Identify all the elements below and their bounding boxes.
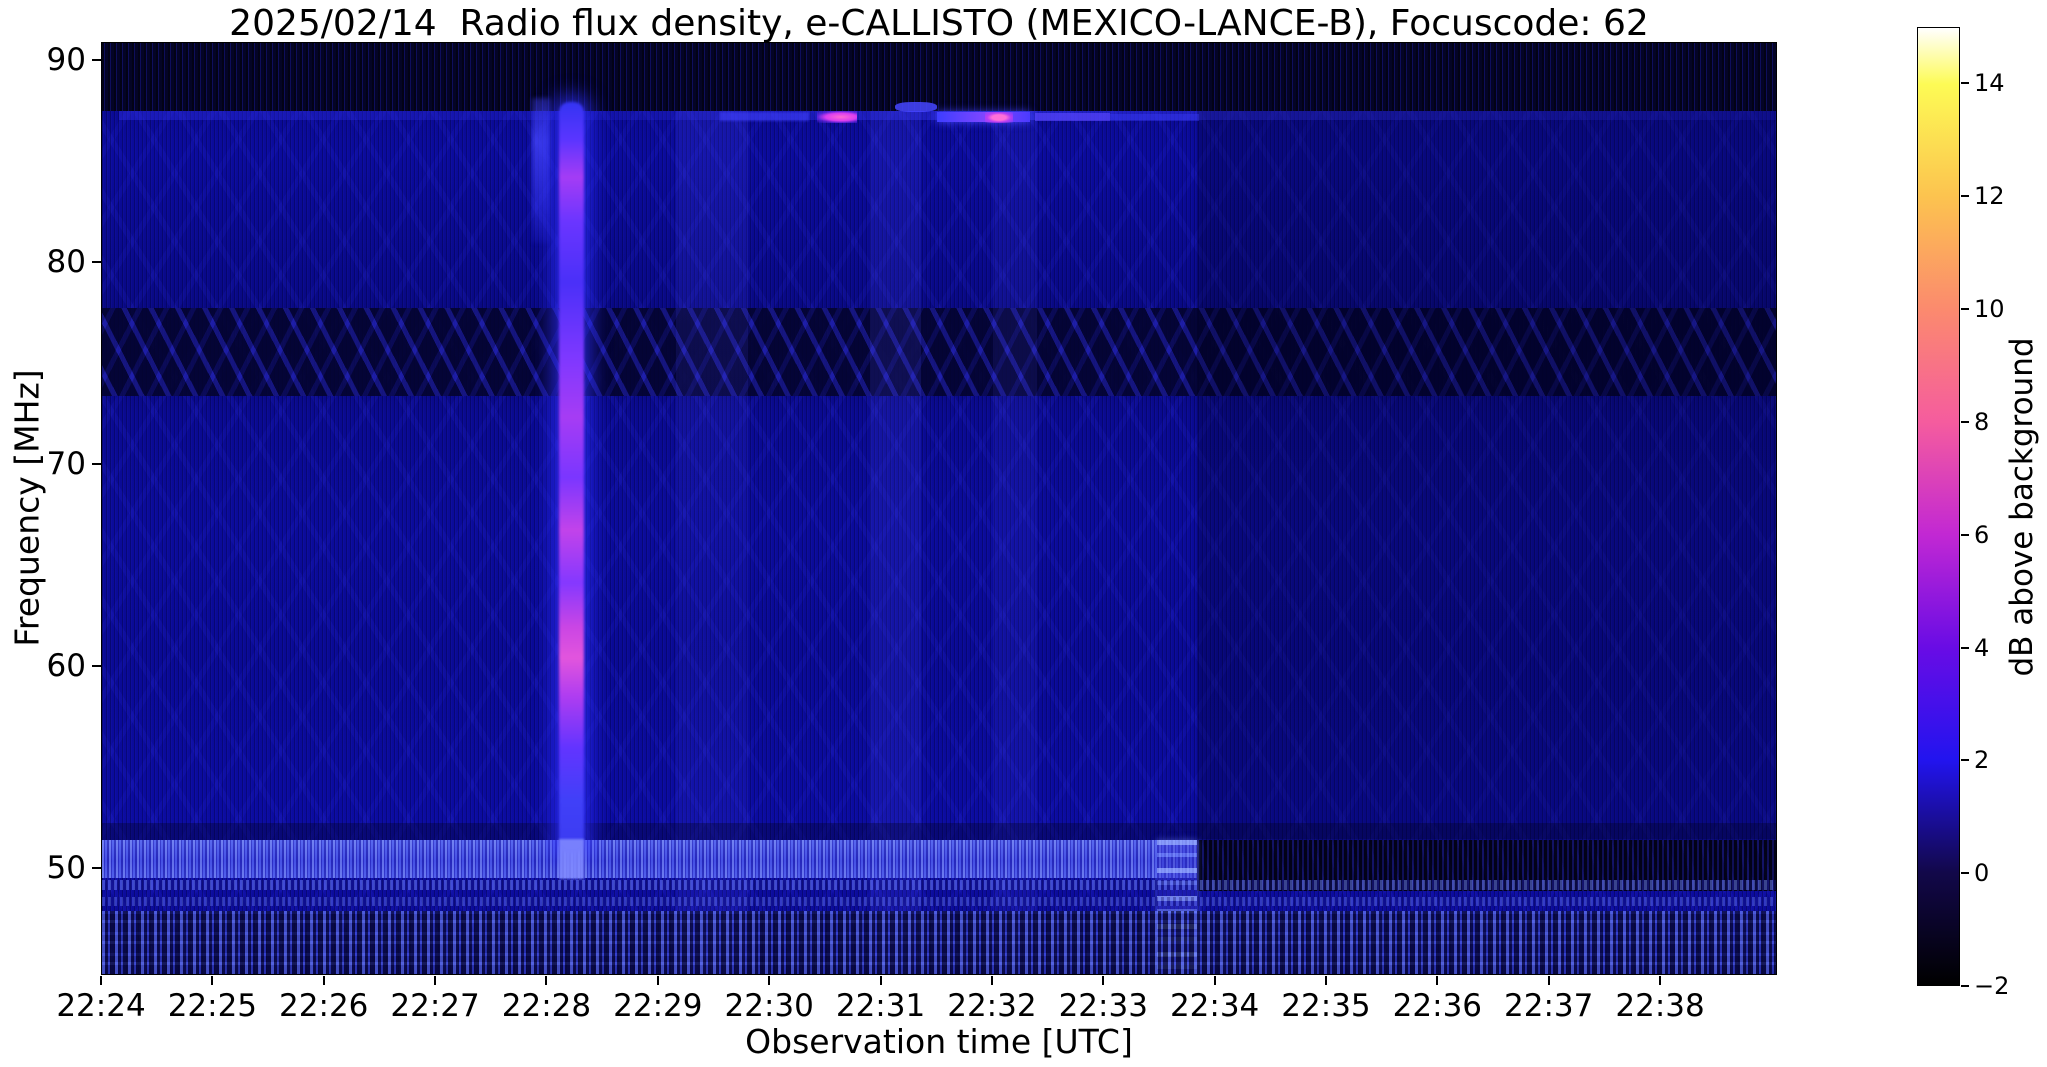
colorbar-tick-mark: [1961, 872, 1969, 875]
y-tick-mark: [92, 463, 101, 466]
x-tick-mark: [1324, 976, 1327, 985]
colorbar: [1917, 27, 1960, 986]
colorbar-tick-label: 4: [1974, 633, 1990, 662]
colorbar-tick-label: 14: [1974, 69, 2005, 98]
region-right-dim: [1196, 110, 1776, 839]
colorbar-tick-mark: [1961, 420, 1969, 423]
x-tick-label: 22:27: [390, 988, 480, 1024]
page-title: 2025/02/14 Radio flux density, e-CALLIST…: [229, 3, 1649, 44]
spectrogram-plot: [101, 42, 1777, 975]
colorbar-tick-label: 8: [1974, 407, 1990, 436]
x-tick-mark: [322, 976, 325, 985]
colorbar-tick-label: 0: [1974, 859, 1990, 888]
row-stripe-1: [102, 880, 1776, 891]
x-tick-mark: [1436, 976, 1439, 985]
burst-precursor: [531, 97, 550, 243]
blob-pink-1: [816, 110, 858, 123]
y-tick-mark: [92, 866, 101, 869]
x-tick-mark: [1547, 976, 1550, 985]
x-tick-label: 22:35: [1281, 988, 1371, 1024]
colorbar-tick-mark: [1961, 82, 1969, 85]
y-tick-label: 60: [46, 648, 86, 685]
blob-1: [720, 111, 810, 121]
x-axis-label: Observation time [UTC]: [745, 1022, 1133, 1061]
x-tick-mark: [656, 976, 659, 985]
x-tick-label: 22:36: [1392, 988, 1483, 1024]
y-tick-label: 90: [46, 42, 86, 79]
x-tick-label: 22:38: [1615, 988, 1705, 1024]
x-tick-label: 22:24: [56, 988, 146, 1024]
x-tick-mark: [879, 976, 882, 985]
y-tick-mark: [92, 261, 101, 264]
colorbar-tick-mark: [1961, 985, 1969, 987]
colorbar-tick-label: 2: [1974, 746, 1990, 775]
row-stripe-2: [102, 897, 1776, 907]
colorbar-tick-label: −2: [1974, 972, 2010, 1000]
colorbar-tick-label: 12: [1974, 182, 2005, 211]
x-tick-mark: [1659, 976, 1662, 985]
colorbar-tick-mark: [1961, 759, 1969, 762]
colorbar-label: dB above background: [2004, 337, 2040, 677]
colorbar-tick-label: 6: [1974, 520, 1990, 549]
y-tick-label: 50: [46, 849, 86, 886]
burst-main: [558, 101, 585, 853]
blob-2: [894, 101, 938, 112]
x-tick-mark: [990, 976, 993, 985]
blob-pink-2: [985, 111, 1013, 123]
colorbar-tick-mark: [1961, 646, 1969, 649]
band-bottom-comb: [102, 911, 1776, 974]
band-top-dark: [102, 43, 1776, 111]
x-tick-label: 22:28: [501, 988, 592, 1024]
x-tick-label: 22:30: [724, 988, 814, 1024]
y-axis-label: Frequency [MHz]: [7, 369, 47, 647]
colorbar-tick-mark: [1961, 308, 1969, 311]
column-faint-2: [870, 110, 921, 974]
y-tick-label: 70: [46, 446, 86, 483]
x-tick-mark: [768, 976, 771, 985]
y-tick-mark: [92, 665, 101, 668]
colorbar-tick-mark: [1961, 533, 1969, 536]
band-mid-dark: [102, 307, 1776, 397]
x-tick-label: 22:33: [1058, 988, 1148, 1024]
blob-5: [1109, 113, 1199, 121]
band-low-bright: [102, 839, 1197, 879]
x-tick-mark: [545, 976, 548, 985]
x-tick-label: 22:25: [167, 988, 258, 1024]
x-tick-mark: [211, 976, 214, 985]
column-faint-3: [992, 110, 1038, 974]
y-tick-label: 80: [46, 244, 86, 281]
x-tick-mark: [1213, 976, 1216, 985]
x-tick-label: 22:29: [613, 988, 703, 1024]
colorbar-tick-label: 10: [1974, 295, 2005, 324]
x-tick-label: 22:26: [279, 988, 369, 1024]
x-tick-mark: [1102, 976, 1105, 985]
colorbar-tick-mark: [1961, 195, 1969, 198]
x-tick-label: 22:32: [947, 988, 1037, 1024]
x-tick-mark: [100, 976, 102, 985]
blob-4: [1035, 112, 1110, 121]
x-tick-label: 22:37: [1504, 988, 1594, 1024]
burst-foot: [558, 838, 585, 880]
y-tick-mark: [92, 59, 101, 62]
column-faint-1: [675, 110, 748, 974]
blob-3: [937, 111, 1030, 122]
x-tick-mark: [434, 976, 437, 985]
x-tick-label: 22:31: [835, 988, 926, 1024]
x-tick-label: 22:34: [1169, 988, 1260, 1024]
band-low-gap: [102, 822, 1776, 840]
